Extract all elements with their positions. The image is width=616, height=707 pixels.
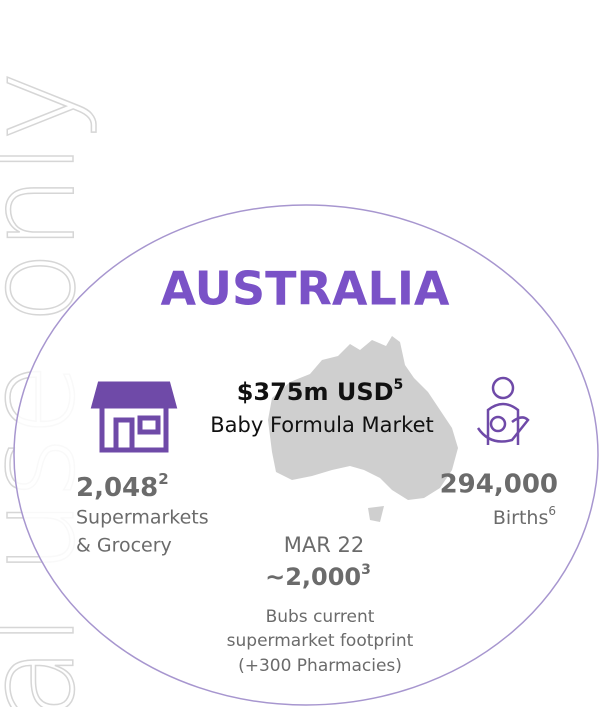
mother-baby-icon: [476, 376, 530, 445]
value: 2,048: [76, 473, 158, 503]
births-label: Births6: [493, 504, 556, 529]
footprint-label: supermarket footprint: [227, 631, 414, 651]
market-value: $375m USD5: [237, 377, 404, 406]
value: ~2,000: [265, 563, 361, 591]
footnote: 6: [548, 504, 556, 518]
supermarkets-label: & Grocery: [76, 535, 172, 557]
footprint-label: Bubs current: [266, 607, 375, 627]
australia-map: [268, 336, 458, 522]
title: AUSTRALIA: [160, 262, 449, 316]
supermarkets-value: 2,0482: [76, 470, 169, 503]
births-value: 294,000: [440, 470, 558, 500]
footprint-value: ~2,0003: [265, 562, 371, 591]
footnote: 5: [394, 377, 404, 393]
label: Births: [493, 507, 549, 529]
value: $375m USD: [237, 378, 394, 406]
supermarkets-label: Supermarkets: [76, 507, 209, 529]
market-label: Baby Formula Market: [210, 413, 433, 437]
footprint-date: MAR 22: [284, 533, 364, 557]
footnote: 2: [158, 470, 168, 488]
footprint-label: (+300 Pharmacies): [238, 656, 402, 676]
footnote: 3: [361, 562, 371, 578]
store-icon: [90, 381, 178, 453]
